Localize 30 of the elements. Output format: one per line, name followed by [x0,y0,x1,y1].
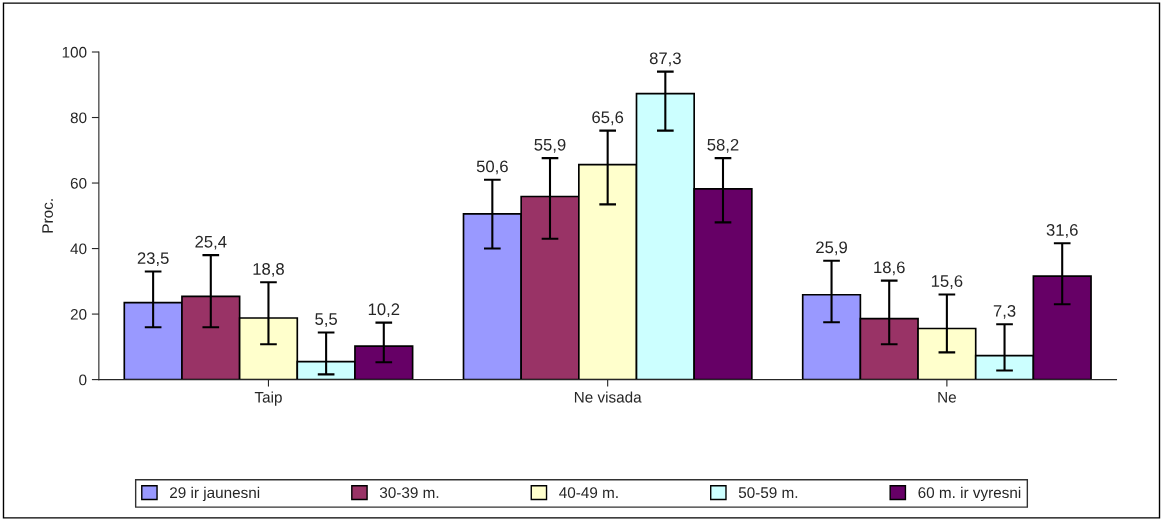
data-label: 55,9 [534,138,566,153]
legend-label: 29 ir jaunesni [170,486,260,502]
y-tick-label: 100 [62,46,87,58]
data-label: 25,4 [195,235,227,250]
data-label: 18,6 [874,261,905,276]
y-axis-title: Proc. [42,199,53,233]
data-label: 23,5 [137,252,169,266]
x-tick-label: Ne [938,391,956,403]
data-label: 18,8 [253,263,284,277]
legend-label: 40-49 m. [559,487,618,499]
x-tick-label: Ne visada [574,391,642,403]
data-label: 15,6 [931,275,963,289]
y-tick-label: 0 [79,374,87,386]
data-label: 25,9 [816,241,847,256]
legend-label: 60 m. ir vyresni [918,486,1021,502]
y-tick-label: 80 [70,112,87,124]
y-tick-label: 40 [70,243,87,255]
data-label: 58,2 [707,138,739,153]
y-tick-label: 60 [70,177,87,189]
data-label: 7,3 [993,304,1016,319]
x-tick-label: Taip [254,391,282,406]
legend-label: 30-39 m. [379,487,439,499]
y-tick-label: 20 [70,308,87,320]
data-label: 65,6 [592,111,624,126]
legend-label: 50-59 m. [738,487,798,499]
data-label: 87,3 [649,52,681,67]
data-label: 31,6 [1046,224,1078,238]
data-label: 10,2 [368,303,400,318]
data-label: 5,5 [315,313,338,327]
data-label: 50,6 [476,160,508,175]
